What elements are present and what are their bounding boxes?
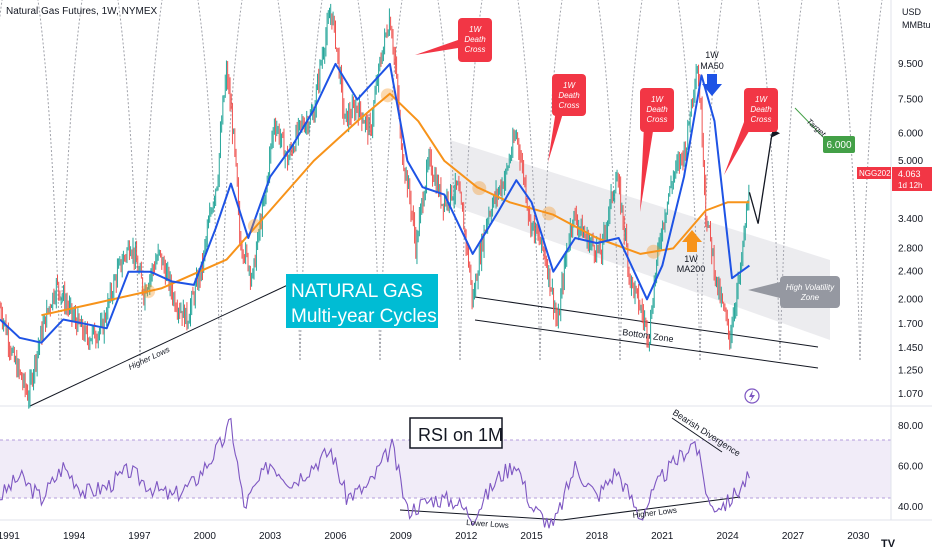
currency-line-2: MMBtu	[902, 20, 931, 30]
y-tick-label: 1.700	[898, 319, 923, 330]
y-tick-label: 2.000	[898, 294, 923, 305]
rsi-higher-lows-line	[561, 496, 741, 521]
rsi-tick-label: 80.00	[898, 421, 923, 432]
price-layer	[0, 3, 750, 409]
death-cross-2-line-1: 1W	[563, 81, 576, 90]
death-cross-callout-2: 1W Death Cross	[548, 74, 586, 162]
death-cross-4-line-1: 1W	[755, 95, 768, 104]
cross-marker	[541, 206, 556, 221]
x-tick-label: 2015	[520, 531, 543, 542]
ma50-line	[0, 62, 750, 344]
y-tick-label: 2.800	[898, 243, 923, 254]
title-line-1: NATURAL GAS	[291, 281, 423, 302]
price-badge: NGG2025 4.063 1d 12h	[857, 167, 932, 191]
rsi-line	[0, 417, 750, 529]
x-axis: 1991 1994 1997 2000 2003 2006 2009 2012 2015 2018…	[0, 531, 870, 542]
lightning-icon[interactable]	[744, 388, 760, 404]
x-tick-label: 2024	[716, 531, 739, 542]
cross-marker	[646, 244, 661, 259]
cross-marker	[141, 284, 156, 299]
y-tick-label: 5.000	[898, 156, 923, 167]
rsi-label: RSI on 1M	[418, 425, 503, 445]
projection-path	[748, 133, 773, 224]
currency-label: USD MMBtu	[902, 6, 931, 32]
tradingview-logo[interactable]: TV	[881, 538, 896, 550]
y-tick-label: 7.500	[898, 95, 923, 106]
y-tick-label: 1.070	[898, 389, 923, 400]
y-tick-label: 2.400	[898, 267, 923, 278]
price-badge-symbol: NGG2025	[859, 169, 896, 178]
rsi-tick-label: 60.00	[898, 462, 923, 473]
death-cross-3-line-1: 1W	[651, 95, 664, 104]
x-tick-label: 2009	[390, 531, 413, 542]
x-tick-label: 2030	[847, 531, 870, 542]
high-volatility-line-1: High Volatility	[786, 283, 835, 292]
y-tick-label: 6.000	[898, 128, 923, 139]
death-cross-4-line-2: Death	[750, 105, 772, 114]
rsi-label-box: RSI on 1M	[409, 417, 503, 449]
death-cross-callout-4: 1W Death Cross	[724, 88, 778, 175]
lower-lows-label: Lower Lows	[466, 518, 509, 530]
x-tick-label: 2012	[455, 531, 478, 542]
chart-header: Natural Gas Futures, 1W, NYMEX	[6, 6, 158, 17]
higher-lows-rsi-label: Higher Lows	[632, 506, 677, 520]
y-tick-label: 9.500	[898, 59, 923, 70]
trend-lines	[29, 282, 819, 521]
target-value: 6.000	[826, 140, 851, 151]
x-tick-label: 1994	[63, 531, 86, 542]
death-cross-1-line-3: Cross	[465, 45, 486, 54]
currency-line-1: USD	[902, 7, 922, 17]
rsi-band	[0, 440, 891, 498]
title-line-2: Multi-year Cycles	[291, 306, 437, 327]
price-badge-countdown: 1d 12h	[898, 181, 922, 190]
y-tick-label: 1.250	[898, 365, 923, 376]
rsi-y-axis: 40.00 60.00 80.00	[898, 421, 923, 513]
x-tick-label: 2027	[782, 531, 805, 542]
rsi-layer	[0, 417, 750, 529]
ma50-label-line-2: MA50	[700, 61, 724, 71]
cross-marker	[247, 218, 262, 233]
rsi-divergence-line	[671, 417, 723, 453]
death-cross-4-line-3: Cross	[751, 115, 772, 124]
volatility-channel	[450, 140, 830, 340]
x-tick-label: 2000	[194, 531, 217, 542]
rsi-lower-lows-line	[399, 509, 563, 521]
death-cross-2-line-3: Cross	[559, 101, 580, 110]
death-cross-3-line-3: Cross	[647, 115, 668, 124]
death-cross-callout-1: 1W Death Cross	[415, 18, 492, 62]
x-tick-label: 2006	[324, 531, 347, 542]
x-tick-label: 1991	[0, 531, 20, 542]
y-axis: 1.070 1.250 1.450 1.700 2.000 2.400 2.800 3.400…	[898, 59, 923, 400]
death-cross-2-line-2: Death	[558, 91, 580, 100]
bottom-zone-upper-line	[474, 296, 819, 348]
cross-marker	[472, 181, 487, 196]
y-tick-label: 3.400	[898, 214, 923, 225]
x-tick-label: 2003	[259, 531, 282, 542]
cross-marker	[380, 88, 395, 103]
death-cross-1-line-1: 1W	[469, 25, 482, 34]
ma50-label-line-1: 1W	[705, 50, 719, 60]
death-cross-3-line-2: Death	[646, 105, 668, 114]
x-tick-label: 2021	[651, 531, 674, 542]
ma200-label-line-1: 1W	[684, 254, 698, 264]
ma50-down-arrow	[702, 74, 722, 96]
rsi-tick-label: 40.00	[898, 502, 923, 513]
death-cross-callout-3: 1W Death Cross	[640, 88, 674, 212]
title-box: NATURAL GAS Multi-year Cycles	[286, 274, 438, 328]
ma200-up-arrow	[682, 230, 702, 252]
x-tick-label: 1997	[128, 531, 151, 542]
ma50-label: 1W MA50	[700, 50, 724, 96]
ma200-label-line-2: MA200	[677, 264, 706, 274]
x-tick-label: 2018	[586, 531, 609, 542]
price-badge-value: 4.063	[898, 169, 921, 179]
death-cross-1-line-2: Death	[464, 35, 486, 44]
ma200-line	[41, 92, 750, 317]
higher-lows-line	[29, 282, 293, 407]
ma200-label: 1W MA200	[677, 230, 706, 274]
high-volatility-callout: High Volatility Zone	[748, 276, 840, 308]
high-volatility-line-2: Zone	[800, 293, 820, 302]
y-tick-label: 1.450	[898, 343, 923, 354]
bottom-zone-lower-line	[474, 319, 819, 369]
